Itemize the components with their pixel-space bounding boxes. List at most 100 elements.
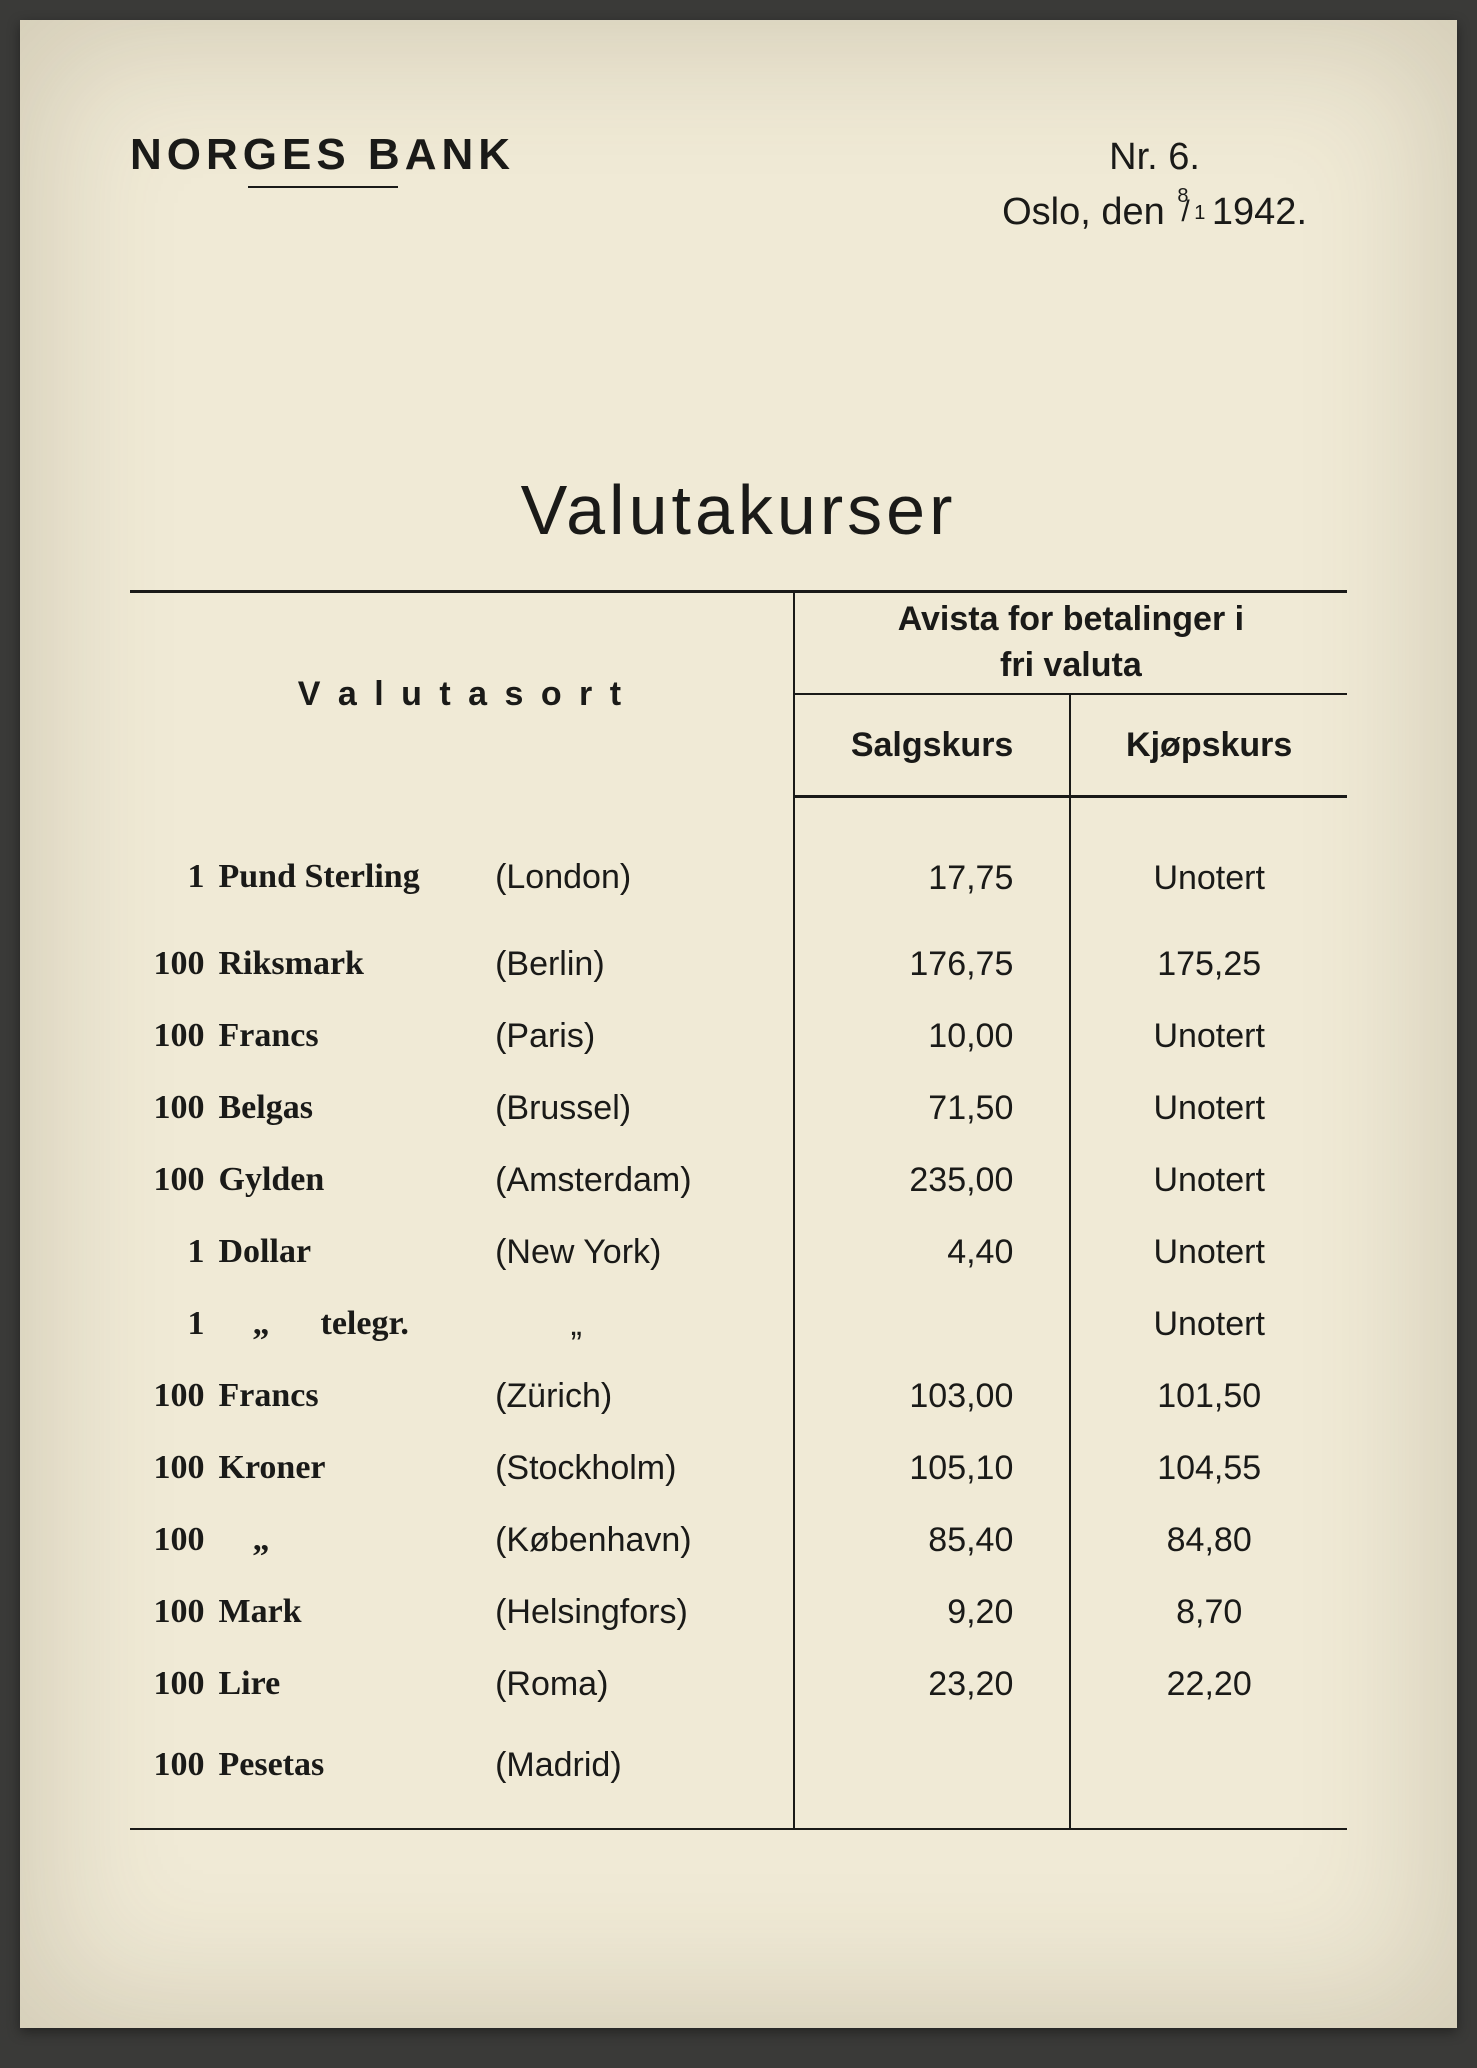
qty-cell: 100 [130, 1360, 219, 1432]
table-row: 100Lire(Roma)23,2022,20 [130, 1648, 1347, 1720]
table-row: 100Riksmark(Berlin)176,75175,25 [130, 928, 1347, 1000]
table-row: 100Gylden(Amsterdam)235,00Unotert [130, 1144, 1347, 1216]
sell-cell [794, 1288, 1071, 1360]
currency-cell: Francs [219, 1360, 496, 1432]
issue-date: Oslo, den 8 / 1 1942. [1002, 185, 1307, 240]
sell-cell: 10,00 [794, 1000, 1071, 1072]
bank-block: NORGES BANK [130, 130, 515, 188]
qty-cell: 1 [130, 1288, 219, 1360]
qty-cell: 1 [130, 1216, 219, 1288]
qty-cell: 100 [130, 1576, 219, 1648]
content-area: NORGES BANK Nr. 6. Oslo, den 8 / 1 1942.… [130, 130, 1347, 1898]
currency-cell: Pesetas [219, 1720, 496, 1829]
exchange-rate-table: V a l u t a s o r t Avista for betalinge… [130, 590, 1347, 1830]
qty-cell: 100 [130, 1000, 219, 1072]
table-row: 100 „(København)85,4084,80 [130, 1504, 1347, 1576]
city-cell: (København) [495, 1504, 794, 1576]
date-year: 1942. [1212, 191, 1307, 233]
sell-cell: 9,20 [794, 1576, 1071, 1648]
currency-cell: Francs [219, 1000, 496, 1072]
qty-cell: 100 [130, 928, 219, 1000]
sell-cell: 17,75 [794, 797, 1071, 929]
table-row: 100Kroner(Stockholm)105,10104,55 [130, 1432, 1347, 1504]
date-slash: / [1181, 190, 1189, 234]
bank-name: NORGES BANK [130, 130, 515, 180]
col-group-header-line1: Avista for betalinger i [898, 600, 1244, 638]
buy-cell: 22,20 [1070, 1648, 1347, 1720]
city-cell: (Zürich) [495, 1360, 794, 1432]
date-fraction: 8 / 1 [1177, 192, 1199, 222]
document-header: NORGES BANK Nr. 6. Oslo, den 8 / 1 1942. [130, 130, 1347, 240]
buy-cell: Unotert [1070, 1216, 1347, 1288]
table-row: 1Pund Sterling(London)17,75Unotert [130, 797, 1347, 929]
currency-cell: Gylden [219, 1144, 496, 1216]
buy-cell: 104,55 [1070, 1432, 1347, 1504]
buy-cell: Unotert [1070, 1144, 1347, 1216]
buy-cell: Unotert [1070, 1000, 1347, 1072]
currency-cell: Pund Sterling [219, 797, 496, 929]
currency-cell: „ telegr. [219, 1288, 496, 1360]
buy-cell: Unotert [1070, 797, 1347, 929]
scanned-page: NORGES BANK Nr. 6. Oslo, den 8 / 1 1942.… [20, 20, 1457, 2028]
qty-cell: 100 [130, 1504, 219, 1576]
qty-cell: 100 [130, 1432, 219, 1504]
col-sell-header: Salgskurs [794, 694, 1071, 797]
city-cell: (Roma) [495, 1648, 794, 1720]
currency-cell: „ [219, 1504, 496, 1576]
buy-cell: 8,70 [1070, 1576, 1347, 1648]
sell-cell: 235,00 [794, 1144, 1071, 1216]
buy-cell: 101,50 [1070, 1360, 1347, 1432]
table-row: 100Pesetas(Madrid) [130, 1720, 1347, 1829]
table-row: 100Mark(Helsingfors)9,208,70 [130, 1576, 1347, 1648]
col-group-header: Avista for betalinger i fri valuta [794, 592, 1347, 695]
city-cell: (Stockholm) [495, 1432, 794, 1504]
city-cell: (Brussel) [495, 1072, 794, 1144]
currency-cell: Riksmark [219, 928, 496, 1000]
sell-cell: 4,40 [794, 1216, 1071, 1288]
bank-underline [248, 186, 398, 188]
city-cell: (New York) [495, 1216, 794, 1288]
city-cell: (Madrid) [495, 1720, 794, 1829]
buy-cell: 175,25 [1070, 928, 1347, 1000]
table-body: 1Pund Sterling(London)17,75Unotert100Rik… [130, 797, 1347, 1830]
date-month: 1 [1194, 199, 1205, 228]
qty-cell: 100 [130, 1072, 219, 1144]
col-group-header-line2: fri valuta [1000, 646, 1142, 684]
currency-cell: Belgas [219, 1072, 496, 1144]
city-cell: (London) [495, 797, 794, 929]
sell-cell [794, 1720, 1071, 1829]
table-row: 1Dollar(New York)4,40Unotert [130, 1216, 1347, 1288]
sell-cell: 23,20 [794, 1648, 1071, 1720]
qty-cell: 100 [130, 1648, 219, 1720]
city-cell: (Berlin) [495, 928, 794, 1000]
buy-cell: Unotert [1070, 1072, 1347, 1144]
sell-cell: 105,10 [794, 1432, 1071, 1504]
currency-cell: Mark [219, 1576, 496, 1648]
issue-number: Nr. 6. [1002, 130, 1307, 185]
city-cell: (Amsterdam) [495, 1144, 794, 1216]
buy-cell [1070, 1720, 1347, 1829]
sell-cell: 103,00 [794, 1360, 1071, 1432]
place-prefix: Oslo, den [1002, 191, 1165, 233]
issue-block: Nr. 6. Oslo, den 8 / 1 1942. [1002, 130, 1307, 240]
table-row: 100Belgas(Brussel)71,50Unotert [130, 1072, 1347, 1144]
sell-cell: 71,50 [794, 1072, 1071, 1144]
city-cell: (Paris) [495, 1000, 794, 1072]
buy-cell: Unotert [1070, 1288, 1347, 1360]
qty-cell: 100 [130, 1720, 219, 1829]
table-head: V a l u t a s o r t Avista for betalinge… [130, 592, 1347, 797]
qty-cell: 100 [130, 1144, 219, 1216]
col-buy-header: Kjøpskurs [1070, 694, 1347, 797]
sell-cell: 85,40 [794, 1504, 1071, 1576]
city-cell: „ [495, 1288, 794, 1360]
buy-cell: 84,80 [1070, 1504, 1347, 1576]
currency-cell: Kroner [219, 1432, 496, 1504]
qty-cell: 1 [130, 797, 219, 929]
table-row: 100Francs(Zürich)103,00101,50 [130, 1360, 1347, 1432]
table-row: 1 „ telegr. „ Unotert [130, 1288, 1347, 1360]
sell-cell: 176,75 [794, 928, 1071, 1000]
currency-cell: Lire [219, 1648, 496, 1720]
col-currency-header: V a l u t a s o r t [130, 592, 794, 797]
table-row: 100Francs(Paris)10,00Unotert [130, 1000, 1347, 1072]
page-title: Valutakurser [130, 470, 1347, 550]
